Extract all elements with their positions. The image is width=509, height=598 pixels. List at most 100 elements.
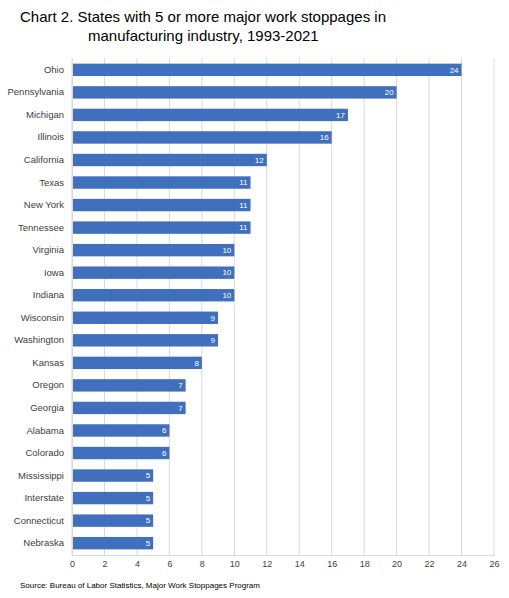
plot: 02468101214161820222426OhioPennsylvaniaM… [7,58,499,569]
x-tick: 12 [262,555,272,569]
y-tick-label: Iowa [44,267,65,278]
data-label: 5 [146,471,151,480]
x-tick: 0 [70,555,75,569]
data-label: 10 [222,246,231,255]
y-tick: California [24,154,72,165]
data-label: 11 [239,201,248,210]
y-tick: Interstate [24,492,72,503]
x-tick-label: 18 [360,559,370,569]
x-tick-label: 20 [392,559,402,569]
y-tick: Virginia [32,244,72,255]
title-line: manufacturing industry, 1993-2021 [88,27,319,44]
x-tick-label: 24 [457,559,467,569]
bar [72,131,332,143]
y-tick: Kansas [32,357,72,368]
y-tick: New York [24,199,72,210]
source-note: Source: Bureau of Labor Statistics, Majo… [20,581,260,590]
y-tick-label: California [24,154,65,165]
bars [72,64,462,550]
bar [72,109,348,121]
x-tick-label: 26 [489,559,499,569]
y-tick-label: Michigan [26,109,64,120]
data-label: 9 [211,314,216,323]
data-label: 5 [146,516,151,525]
data-label: 5 [146,494,151,503]
y-axis: OhioPennsylvaniaMichiganIllinoisCaliforn… [7,59,72,556]
y-tick: Texas [39,177,72,188]
data-label: 12 [255,156,264,165]
data-label: 5 [146,539,151,548]
y-tick-label: Mississippi [18,470,64,481]
y-tick: Oregon [32,379,72,390]
y-tick-label: Kansas [32,357,64,368]
x-tick-label: 4 [135,559,140,569]
data-label: 11 [239,178,248,187]
y-tick-label: Colorado [25,447,64,458]
y-tick: Iowa [44,267,72,278]
y-tick: Connecticut [14,515,72,526]
bar [72,402,186,414]
bar [72,199,251,211]
y-tick: Ohio [44,64,72,75]
y-tick: Nebraska [23,537,72,548]
y-tick-label: Wisconsin [21,312,64,323]
bar [72,469,153,481]
y-tick: Washington [14,334,72,345]
y-tick-label: Virginia [32,244,64,255]
x-tick-label: 14 [295,559,305,569]
bar [72,86,397,98]
x-axis: 02468101214161820222426 [70,555,500,569]
bar [72,334,218,346]
x-tick: 16 [327,555,337,569]
y-tick-label: Ohio [44,64,64,75]
bar [72,537,153,549]
bar [72,154,267,166]
x-tick: 6 [167,555,172,569]
x-tick: 22 [425,555,435,569]
y-tick-label: Nebraska [23,537,64,548]
x-tick-label: 2 [102,559,107,569]
y-tick-label: Interstate [24,492,64,503]
bar [72,266,234,278]
title: Chart 2. States with 5 or more major wor… [20,8,386,44]
y-axis-line [72,59,73,556]
data-label: 7 [178,404,183,413]
y-tick-label: Texas [39,177,64,188]
bar [72,514,153,526]
y-tick-label: Alabama [27,425,65,436]
y-tick-label: Connecticut [14,515,65,526]
y-tick-label: Georgia [30,402,65,413]
grid-line [461,58,462,555]
bar [72,379,186,391]
bar [72,312,218,324]
data-label: 11 [239,223,248,232]
data-label: 16 [320,133,329,142]
y-tick: Wisconsin [21,312,72,323]
y-tick-label: Oregon [32,379,64,390]
x-tick: 10 [230,555,240,569]
grid-line [494,58,495,555]
data-label: 6 [162,426,167,435]
x-tick: 26 [489,555,499,569]
y-tick: Georgia [30,402,72,413]
data-label: 7 [178,381,183,390]
bar [72,424,169,436]
x-tick-label: 12 [262,559,272,569]
grid-line [429,58,430,555]
bar [72,221,251,233]
grid [72,58,494,555]
chart: Chart 2. States with 5 or more major wor… [0,0,509,598]
y-tick-label: New York [24,199,64,210]
data-label: 10 [222,268,231,277]
x-tick-label: 8 [200,559,205,569]
bar [72,289,234,301]
bar [72,447,169,459]
x-tick: 18 [360,555,370,569]
y-tick: Michigan [26,109,72,120]
x-tick-label: 10 [230,559,240,569]
data-label: 6 [162,449,167,458]
bar [72,357,202,369]
data-label: 20 [385,88,394,97]
x-tick: 4 [135,555,140,569]
y-tick: Colorado [25,447,72,458]
